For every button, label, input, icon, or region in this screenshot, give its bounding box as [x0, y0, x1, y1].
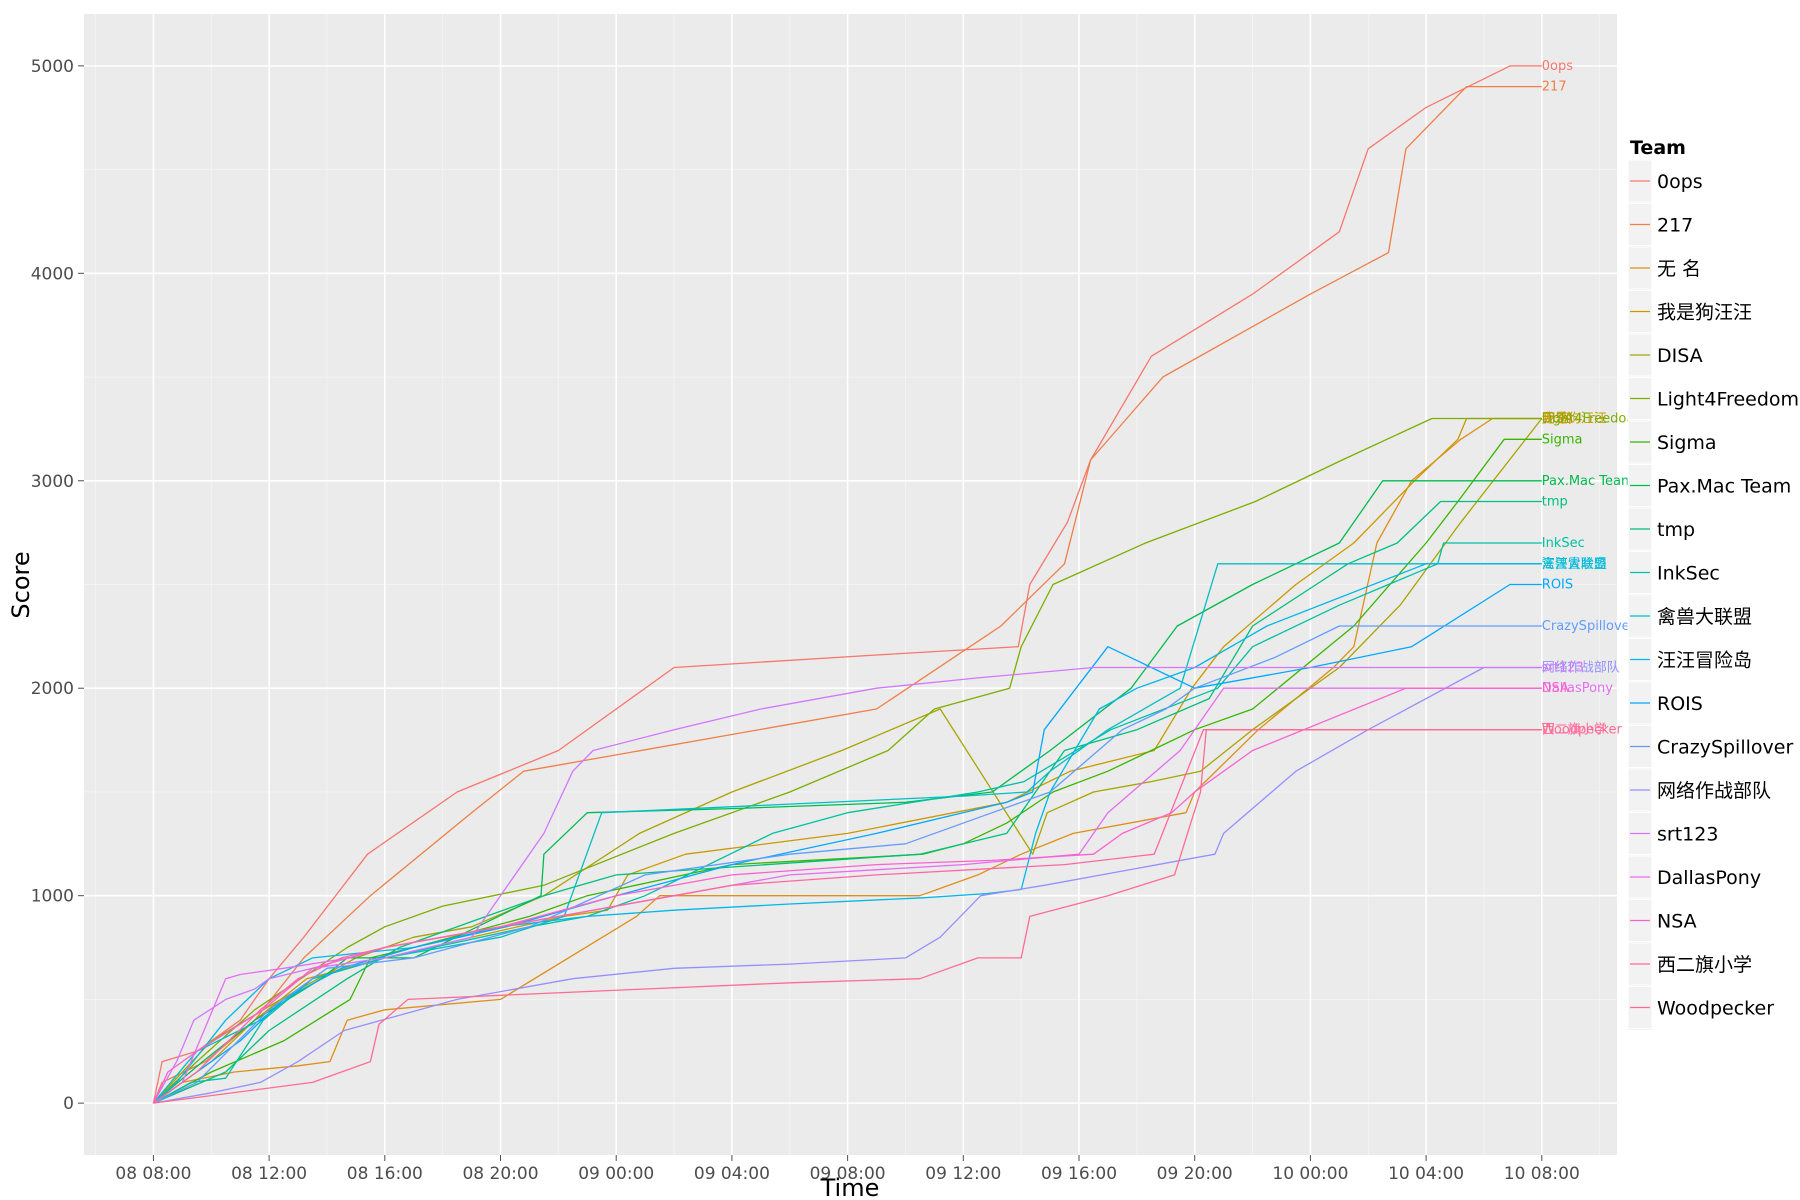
- legend-label: 0ops: [1657, 171, 1703, 193]
- y-tick-label: 2000: [31, 679, 74, 699]
- series-end-label: Pax.Mac Team: [1542, 474, 1634, 489]
- y-tick-label: 3000: [31, 472, 74, 492]
- series-end-label: 禽兽大联盟: [1542, 556, 1607, 572]
- series-end-label: InkSec: [1542, 536, 1585, 551]
- series-end-label: 网络作战部队: [1542, 659, 1620, 675]
- legend-label: 禽兽大联盟: [1657, 606, 1752, 628]
- legend-label: tmp: [1657, 519, 1695, 541]
- x-tick-label: 09 04:00: [694, 1164, 770, 1184]
- legend-label: DISA: [1657, 345, 1703, 367]
- legend-label: 汪汪冒险岛: [1657, 650, 1752, 672]
- x-tick-label: 10 04:00: [1388, 1164, 1464, 1184]
- series-line: [152, 666, 1542, 1104]
- x-axis: 08 08:00 08 12:00 08 16:00 08 20:00 09 00:00…: [115, 1155, 1580, 1184]
- x-tick-label: 08 16:00: [347, 1164, 423, 1184]
- series-end-label: 0ops: [1542, 59, 1573, 74]
- legend-label: 217: [1657, 215, 1693, 237]
- legend-label: 我是狗汪汪: [1657, 302, 1752, 324]
- legend-label: NSA: [1657, 911, 1697, 933]
- series-line: [153, 417, 1542, 1104]
- x-tick-label: 09 00:00: [578, 1164, 654, 1184]
- x-tick-label: 09 12:00: [925, 1164, 1001, 1184]
- series-line: [152, 65, 1542, 1104]
- series-line: [153, 666, 1542, 1104]
- x-tick-label: 08 12:00: [231, 1164, 307, 1184]
- series-end-label: 我是狗汪汪: [1542, 412, 1607, 427]
- series-lines: [152, 65, 1543, 1104]
- legend-label: InkSec: [1657, 563, 1720, 585]
- series-end-label: Sigma: [1542, 432, 1583, 447]
- series-end-label: CrazySpillover: [1542, 619, 1636, 634]
- x-tick-label: 10 08:00: [1504, 1164, 1580, 1184]
- x-tick-label: 09 16:00: [1041, 1164, 1117, 1184]
- y-axis: 0 1000 2000 3000 4000 5000: [31, 57, 84, 1114]
- series-line: [152, 687, 1542, 1104]
- legend-label: 网络作战部队: [1657, 780, 1771, 802]
- y-tick-label: 1000: [31, 887, 74, 907]
- x-tick-label: 08 20:00: [462, 1164, 538, 1184]
- series-end-label: ROIS: [1542, 578, 1573, 593]
- x-axis-title: Time: [820, 1174, 880, 1200]
- series-end-label: tmp: [1542, 495, 1568, 510]
- legend-label: srt123: [1657, 824, 1718, 846]
- legend-label: Pax.Mac Team: [1657, 476, 1791, 498]
- legend-label: Woodpecker: [1657, 998, 1774, 1020]
- series-line: [152, 417, 1542, 1104]
- series-end-label: Woodpecker: [1542, 723, 1623, 738]
- x-tick-label: 10 00:00: [1272, 1164, 1348, 1184]
- major-gridlines: [84, 14, 1617, 1155]
- x-tick-label: 09 08:00: [810, 1164, 886, 1184]
- y-tick-label: 4000: [31, 264, 74, 284]
- legend-label: Light4Freedom: [1657, 389, 1799, 411]
- legend-label: DallasPony: [1657, 867, 1761, 889]
- series-end-label: NSA: [1542, 681, 1569, 696]
- series-line: [153, 729, 1542, 1104]
- series-line: [153, 542, 1542, 1104]
- legend-label: ROIS: [1657, 693, 1703, 715]
- legend-title: Team: [1630, 137, 1686, 159]
- series-end-label: srt123: [1542, 660, 1584, 675]
- series-line: [152, 563, 1542, 1104]
- series-line: [153, 500, 1542, 1104]
- series-end-label: 西二旗小学: [1542, 722, 1607, 738]
- series-end-label: DallasPony: [1542, 681, 1614, 696]
- series-end-label: DISA: [1542, 412, 1573, 427]
- series-line: [152, 563, 1542, 1104]
- series-end-label: 汪汪冒险岛: [1542, 556, 1607, 572]
- y-axis-title: Score: [7, 551, 35, 618]
- x-tick-label: 08 08:00: [115, 1164, 191, 1184]
- series-end-label: 无 名: [1542, 411, 1572, 427]
- legend-label: CrazySpillover: [1657, 737, 1793, 759]
- series-line: [153, 625, 1542, 1104]
- legend-label: 无 名: [1657, 258, 1701, 280]
- series-end-label: Light4Freedom: [1542, 412, 1639, 427]
- y-tick-label: 0: [63, 1094, 74, 1114]
- legend-label: 西二旗小学: [1657, 954, 1752, 976]
- x-tick-label: 09 20:00: [1157, 1164, 1233, 1184]
- y-tick-label: 5000: [31, 57, 74, 77]
- series-end-label: 217: [1542, 80, 1567, 95]
- legend-label: Sigma: [1657, 432, 1717, 454]
